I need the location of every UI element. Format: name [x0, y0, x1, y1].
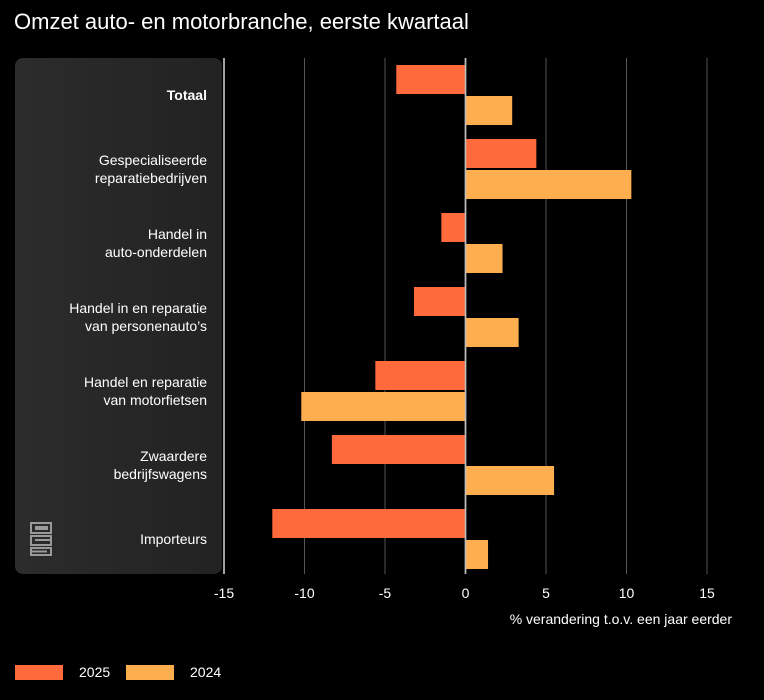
x-tick-label: 15 — [699, 585, 715, 601]
category-label-line2: van personenauto’s — [85, 318, 207, 334]
bar-2024-5 — [465, 466, 555, 495]
bar-2025-2 — [441, 213, 466, 242]
category-label: Gespecialiseerde reparatiebedrijven — [7, 151, 207, 187]
category-label-line2: reparatiebedrijven — [94, 170, 207, 186]
bar-2025-0 — [396, 65, 466, 94]
legend-label-2024: 2024 — [190, 664, 222, 680]
chart-title: Omzet auto- en motorbranche, eerste kwar… — [14, 9, 469, 34]
x-tick-label: 5 — [542, 585, 550, 601]
bar-2025-6 — [272, 509, 466, 538]
bar-2025-1 — [465, 139, 537, 168]
cbs-logo-icon — [30, 522, 52, 556]
x-tick-label: 0 — [461, 585, 470, 601]
bar-2024-2 — [465, 244, 503, 273]
category-label-line1: Zwaardere — [140, 448, 207, 464]
category-label-line2: auto-onderdelen — [105, 244, 207, 260]
category-label-line2: van motorfietsen — [103, 392, 208, 408]
category-label: Handel in en reparatie van personenauto’s — [7, 299, 207, 335]
category-label: Handel en reparatie van motorfietsen — [7, 373, 207, 409]
category-label: Importeurs — [7, 530, 207, 548]
category-label: Totaal — [7, 86, 207, 104]
legend-item-2024: 2024 — [126, 664, 221, 680]
legend-label-2025: 2025 — [79, 664, 111, 680]
category-label-line1: Handel in — [147, 226, 207, 242]
x-axis-label: % verandering t.o.v. een jaar eerder — [509, 611, 732, 627]
bar-2024-4 — [301, 392, 466, 421]
legend-swatch-2025 — [15, 664, 63, 680]
category-panel — [15, 58, 222, 574]
bar-2025-4 — [375, 361, 466, 390]
category-label-line2: Importeurs — [140, 531, 207, 547]
x-tick-label: 10 — [618, 585, 635, 601]
category-label-line1: Gespecialiseerde — [98, 152, 207, 168]
category-label-line1: Handel en reparatie — [84, 374, 207, 390]
category-label-line2: bedrijfswagens — [113, 466, 207, 482]
x-tick-label: -10 — [294, 585, 315, 601]
bar-2024-0 — [465, 96, 513, 125]
bar-2025-3 — [413, 287, 466, 316]
legend-item-2025: 2025 — [15, 664, 110, 680]
category-label-line2: Totaal — [166, 87, 207, 103]
category-label: Zwaardere bedrijfswagens — [7, 447, 207, 483]
x-tick-label: -15 — [213, 585, 235, 601]
x-tick-label: -5 — [378, 585, 392, 601]
category-label-line1: Handel in en reparatie — [69, 300, 207, 316]
legend-swatch-2024 — [126, 664, 174, 680]
bar-2025-5 — [331, 435, 466, 464]
category-label: Handel in auto-onderdelen — [7, 225, 207, 261]
bar-2024-6 — [465, 540, 489, 569]
bar-2024-3 — [465, 318, 519, 347]
bar-2024-1 — [465, 170, 632, 199]
